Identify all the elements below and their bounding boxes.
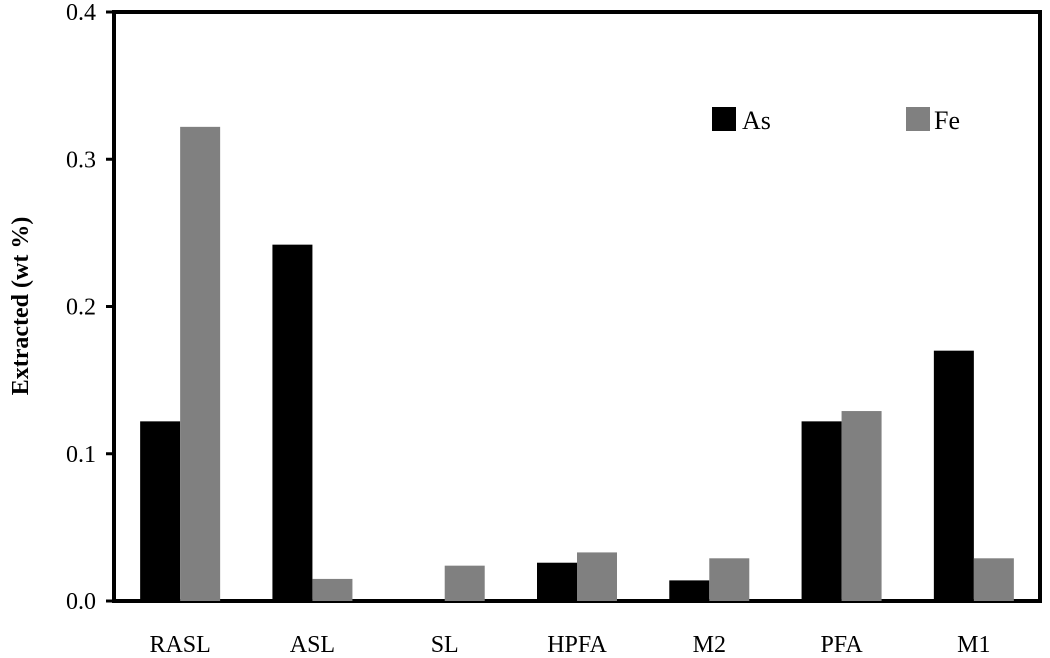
bar-as-pfa xyxy=(801,421,842,601)
x-category-label: RASL xyxy=(149,632,210,658)
bar-as-rasl xyxy=(140,421,181,601)
legend: As Fe xyxy=(712,106,960,135)
bar-fe-hpfa xyxy=(577,552,617,601)
x-axis-labels: RASL ASL SL HPFA M2 PFA M1 xyxy=(149,632,990,658)
plot-area xyxy=(112,10,1042,603)
x-category-label: SL xyxy=(431,632,459,658)
x-category-label: HPFA xyxy=(547,632,607,658)
x-category-label: M2 xyxy=(693,632,726,658)
y-tick-label: 0.3 xyxy=(66,147,96,173)
bar-fe-sl xyxy=(444,565,485,601)
bar-as-m2 xyxy=(669,580,710,601)
bar-as-m1 xyxy=(933,350,974,601)
legend-swatch-as xyxy=(712,107,736,131)
y-tick-label: 0.1 xyxy=(66,442,96,468)
bar-fe-pfa xyxy=(841,411,882,601)
bar-fe-m2 xyxy=(709,558,750,601)
y-axis-ticks: 0.0 0.1 0.2 0.3 0.4 xyxy=(66,0,114,615)
y-tick-label: 0.0 xyxy=(66,589,96,615)
bar-fe-asl xyxy=(312,578,353,601)
x-category-label: PFA xyxy=(820,632,863,658)
y-tick-label: 0.4 xyxy=(66,0,96,26)
y-axis-title: Extracted (wt %) xyxy=(8,217,34,396)
y-tick-label: 0.2 xyxy=(66,295,96,321)
bars xyxy=(140,126,1014,601)
bar-fe-rasl xyxy=(180,126,221,601)
x-category-label: ASL xyxy=(290,632,335,658)
legend-label-as: As xyxy=(742,106,771,135)
legend-swatch-fe xyxy=(906,107,930,131)
bar-as-hpfa xyxy=(537,562,577,601)
x-category-label: M1 xyxy=(957,632,990,658)
legend-label-fe: Fe xyxy=(934,106,960,135)
bar-fe-m1 xyxy=(973,558,1014,601)
bar-as-asl xyxy=(272,244,313,601)
